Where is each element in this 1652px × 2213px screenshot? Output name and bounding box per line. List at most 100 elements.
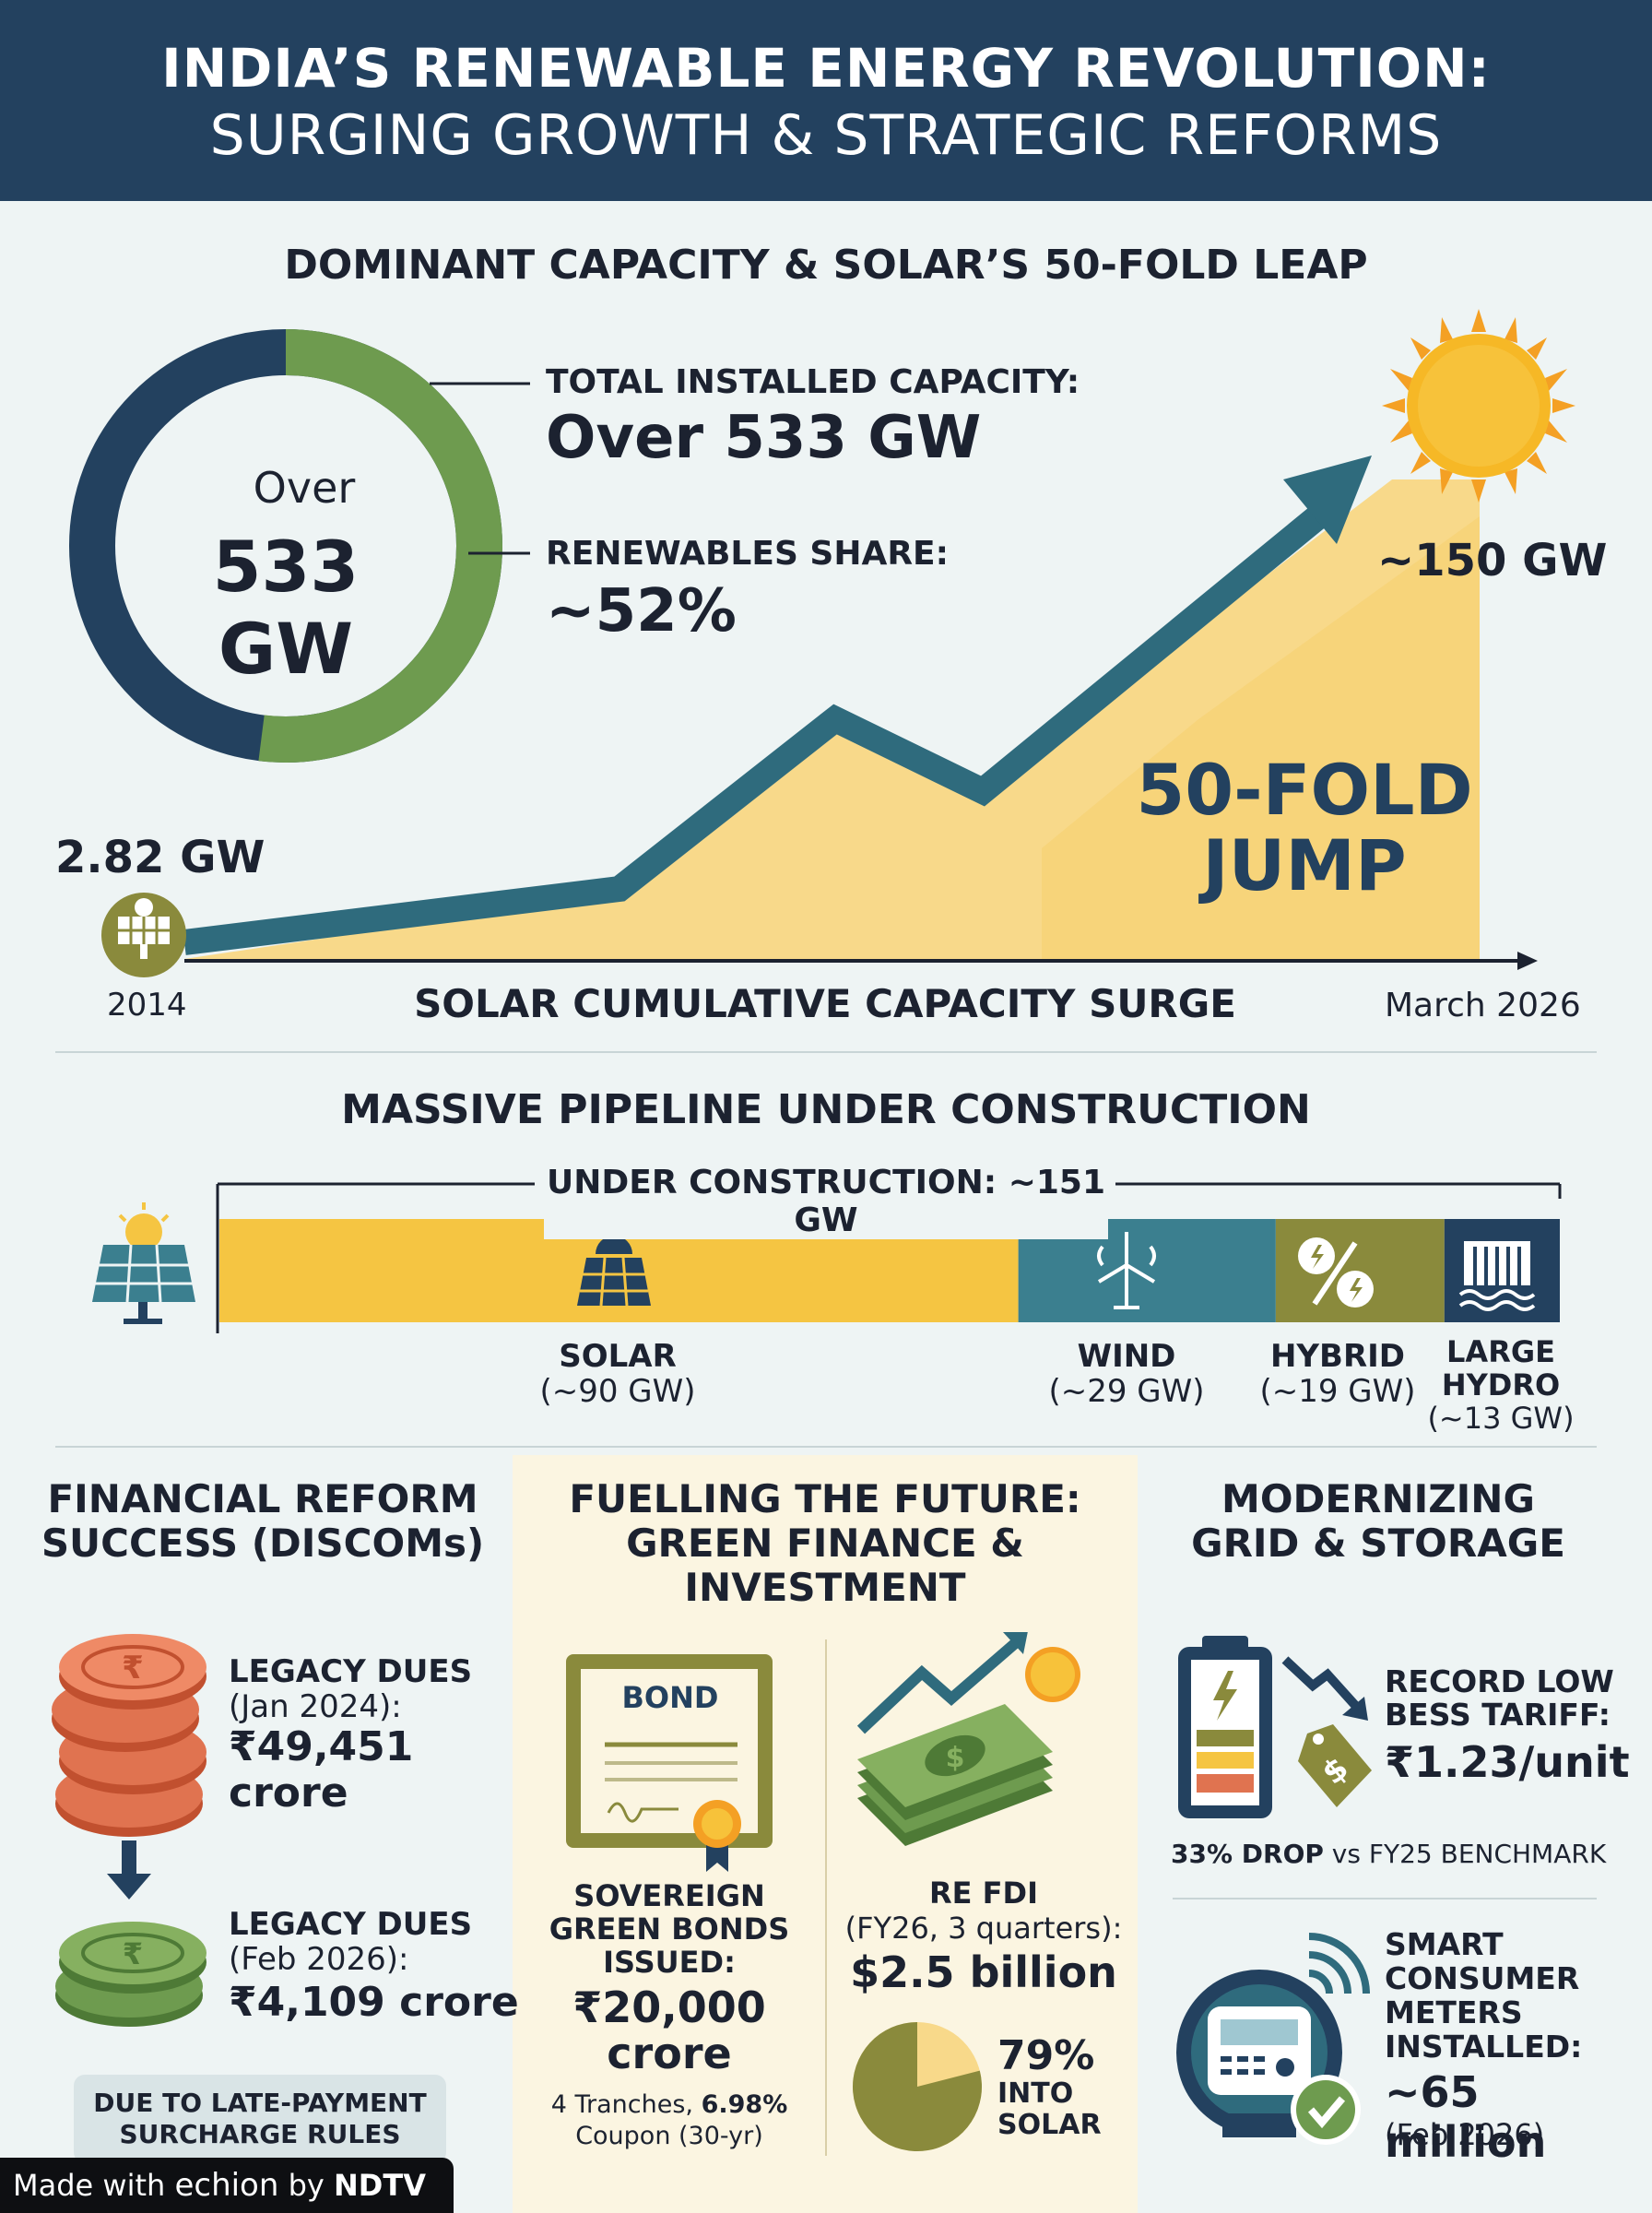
bess-value: ₹1.23/unit xyxy=(1385,1737,1630,1787)
header-banner: INDIA’S RENEWABLE ENERGY REVOLUTION: SUR… xyxy=(0,0,1652,201)
bess-label: RECORD LOW BESS TARIFF: xyxy=(1385,1665,1614,1732)
wind-turbine-bar-icon xyxy=(1097,1232,1156,1309)
pipeline-total-label: UNDER CONSTRUCTION: ~151 GW xyxy=(544,1164,1108,1239)
solar-axis-title: SOLAR CUMULATIVE CAPACITY SURGE xyxy=(414,981,1236,1026)
finance-title-1: FUELLING THE FUTURE: xyxy=(569,1476,1081,1521)
section-divider-2 xyxy=(55,1446,1597,1448)
finance-title: FUELLING THE FUTURE: GREEN FINANCE & INV… xyxy=(513,1477,1138,1610)
growth-arrow-head xyxy=(1283,456,1372,544)
battery-icon xyxy=(1178,1636,1272,1818)
trend-line-icon xyxy=(856,1635,1023,1734)
jump-line-2: JUMP xyxy=(1202,824,1407,906)
solar-growth-line xyxy=(183,506,1327,955)
bonds-tranches: 4 Tranches, xyxy=(550,2090,702,2119)
wind-name: WIND xyxy=(1077,1338,1176,1375)
wifi-signal-icon xyxy=(1308,1933,1370,1994)
pie-solar-slice xyxy=(853,2022,982,2151)
solar-growth-area-shade xyxy=(1042,516,1480,959)
trend-arrow-icon xyxy=(1003,1632,1028,1654)
pipeline-hydro-label: LARGE HYDRO (~13 GW) xyxy=(1416,1335,1586,1435)
money-growth-icon: $ xyxy=(856,1632,1080,1846)
meters-label-1: SMART xyxy=(1385,1926,1504,1962)
pipeline-solar-label: SOLAR (~90 GW) xyxy=(479,1339,756,1409)
footer-publisher-logo: NDTV xyxy=(334,2168,426,2203)
bond-certificate-icon xyxy=(566,1654,773,1872)
x-axis-arrow xyxy=(1517,952,1538,970)
into-solar-2: SOLAR xyxy=(997,2109,1102,2141)
into-solar-1: INTO xyxy=(997,2077,1074,2110)
bess-label-2: BESS TARIFF: xyxy=(1385,1697,1611,1733)
fdi-label: RE FDI xyxy=(929,1876,1038,1911)
fifty-fold-jump-label: 50-FOLD JUMP xyxy=(1134,752,1475,904)
bonds-value-2: crore xyxy=(607,2029,732,2078)
bess-drop: 33% DROP vs FY25 BENCHMARK xyxy=(1171,1839,1606,1869)
green-bonds-value: ₹20,000 crore xyxy=(531,1984,808,2077)
svg-text:$: $ xyxy=(946,1742,965,1774)
end-date-label: March 2026 xyxy=(1385,987,1581,1024)
smart-meter-graphic xyxy=(1176,1933,1370,2145)
svg-text:₹: ₹ xyxy=(123,1936,143,1971)
finance-title-3: INVESTMENT xyxy=(684,1565,966,1610)
footer-brand-logo: echion xyxy=(174,2167,279,2204)
discoms-title-1: FINANCIAL REFORM xyxy=(47,1476,478,1521)
bonds-tranches-line: 4 Tranches, 6.98% xyxy=(522,2089,817,2121)
bess-label-1: RECORD LOW xyxy=(1385,1663,1614,1699)
pipeline-section-title: MASSIVE PIPELINE UNDER CONSTRUCTION xyxy=(341,1086,1311,1133)
capacity-donut xyxy=(69,329,502,763)
meters-label-4: INSTALLED: xyxy=(1385,2029,1583,2065)
legacy2-value: ₹4,109 crore xyxy=(229,1979,519,2026)
start-year-label: 2014 xyxy=(107,987,187,1024)
small-sun-icon xyxy=(1025,1647,1080,1702)
legacy2-date: (Feb 2026): xyxy=(229,1941,409,1978)
footer-made-with: Made with xyxy=(13,2168,175,2203)
solar-end-value: ~150 GW xyxy=(1377,535,1608,586)
discoms-title-2: SUCCESS (DISCOMs) xyxy=(41,1521,485,1566)
donut-renewables-segment xyxy=(69,329,502,763)
bonds-details: 4 Tranches, 6.98% Coupon (30-yr) xyxy=(522,2089,817,2152)
finance-title-2: GREEN FINANCE & xyxy=(626,1521,1024,1566)
donut-value: 533 GW xyxy=(212,526,360,690)
legacy2-label: LEGACY DUES xyxy=(229,1906,473,1943)
sun-icon xyxy=(1382,309,1575,503)
renewables-share-value: ~52% xyxy=(546,577,737,645)
fdi-period: (FY26, 3 quarters): xyxy=(844,1911,1123,1946)
made-with-footer[interactable]: Made with echion by NDTV xyxy=(0,2158,454,2213)
into-solar-label: INTO SOLAR xyxy=(997,2078,1102,2141)
price-tag-icon: $ xyxy=(1298,1724,1372,1807)
meters-value: ~65 million xyxy=(1385,2067,1547,2167)
total-capacity-label: TOTAL INSTALLED CAPACITY: xyxy=(546,363,1080,401)
note-line-1: DUE TO LATE-PAYMENT xyxy=(93,2088,427,2118)
solar-value: (~90 GW) xyxy=(539,1373,696,1410)
hydro-name-1: LARGE xyxy=(1446,1334,1555,1369)
page-subtitle: SURGING GROWTH & STRATEGIC REFORMS xyxy=(209,103,1443,168)
hydro-value: (~13 GW) xyxy=(1427,1401,1575,1436)
bess-drop-rest: vs FY25 BENCHMARK xyxy=(1323,1839,1607,1869)
donut-over-label: Over xyxy=(253,463,356,513)
capacity-section-title: DOMINANT CAPACITY & SOLAR’S 50-FOLD LEAP xyxy=(284,242,1368,289)
discoms-title: FINANCIAL REFORM SUCCESS (DISCOMs) xyxy=(28,1477,498,1566)
pipeline-hybrid-label: HYBRID (~19 GW) xyxy=(1241,1339,1434,1409)
bonds-label-3: ISSUED: xyxy=(603,1945,736,1980)
legacy-dues-2026: LEGACY DUES (Feb 2026): ₹4,109 crore xyxy=(229,1907,519,2029)
solar-name: SOLAR xyxy=(559,1338,677,1375)
solar-bar-icon xyxy=(577,1223,651,1307)
solar-pct: 79% xyxy=(997,2032,1095,2079)
bonds-coupon-pct: 6.98% xyxy=(701,2090,788,2119)
coins-graphic: ₹ ₹ xyxy=(52,1634,206,2027)
grid-title-1: MODERNIZING xyxy=(1221,1476,1535,1521)
grid-title-2: GRID & STORAGE xyxy=(1191,1521,1565,1566)
solar-panel-side-icon xyxy=(92,1202,195,1324)
bess-drop-bold: 33% DROP xyxy=(1171,1839,1324,1869)
bonds-label-2: GREEN BONDS xyxy=(549,1911,790,1947)
total-capacity-value: Over 533 GW xyxy=(546,404,982,472)
lps-note: DUE TO LATE-PAYMENT SURCHARGE RULES xyxy=(74,2075,446,2163)
fdi-block: RE FDI (FY26, 3 quarters): $2.5 billion xyxy=(830,1876,1138,1999)
checkmark-icon xyxy=(1291,2075,1361,2145)
grid-title: MODERNIZING GRID & STORAGE xyxy=(1143,1477,1613,1566)
legacy1-label: LEGACY DUES xyxy=(229,1653,473,1690)
bonds-value-1: ₹20,000 xyxy=(572,1982,766,2032)
green-coin-stack-icon: ₹ xyxy=(55,1922,206,2027)
hybrid-name: HYBRID xyxy=(1269,1338,1406,1375)
bonds-label-1: SOVEREIGN xyxy=(573,1878,765,1913)
meters-label: SMART CONSUMER METERS INSTALLED: xyxy=(1385,1927,1582,2064)
